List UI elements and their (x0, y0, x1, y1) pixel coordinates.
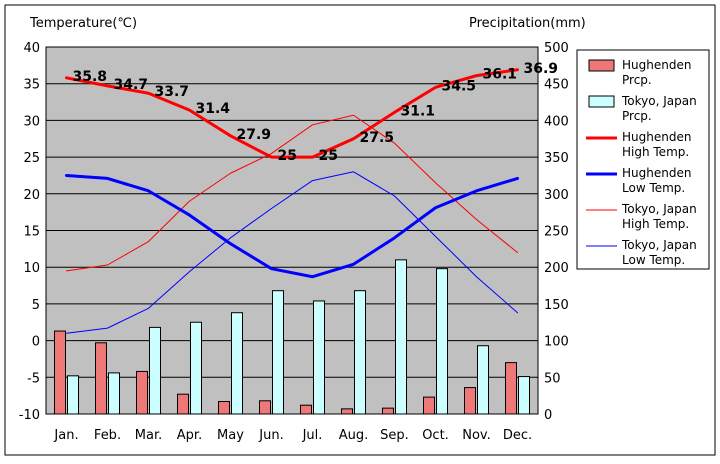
left-tick-label: 10 (23, 261, 40, 276)
bar (313, 300, 325, 415)
legend-label: Low Temp. (622, 253, 685, 267)
data-label: 27.9 (237, 127, 272, 143)
bar (395, 259, 407, 415)
bar (136, 370, 148, 415)
series-line (66, 171, 518, 334)
left-tick-label: 5 (32, 298, 40, 313)
data-label: 35.8 (73, 69, 108, 85)
bar (477, 345, 489, 415)
x-tick-label: Jul. (302, 428, 323, 443)
data-label: 34.5 (442, 78, 477, 94)
bar (231, 312, 243, 415)
left-tick-label: -10 (19, 408, 40, 423)
x-tick-label: Mar. (135, 428, 162, 443)
right-tick-label: 400 (544, 114, 569, 129)
x-tick-label: May (217, 428, 244, 443)
data-label: 34.7 (114, 77, 149, 93)
legend-label: High Temp. (622, 217, 689, 231)
data-label: 25 (319, 148, 338, 164)
left-tick-label: -5 (27, 371, 40, 386)
data-label: 27.5 (360, 130, 395, 146)
left-tick-label: 25 (23, 151, 40, 166)
bar (108, 372, 120, 415)
series-line (65, 68, 519, 159)
legend-label: Prcp. (622, 73, 652, 87)
legend-swatch (588, 59, 615, 72)
bar (464, 387, 476, 415)
right-tick-label: 100 (544, 335, 569, 350)
left-tick-label: 30 (23, 114, 40, 129)
right-tick-label: 200 (544, 261, 569, 276)
bar (436, 268, 448, 415)
left-axis-title: Temperature(℃) (29, 16, 137, 31)
data-label: 33.7 (155, 84, 190, 100)
legend-label: Tokyo, Japan (621, 202, 697, 216)
bar (190, 321, 202, 415)
legend-label: Tokyo, Japan (621, 238, 697, 252)
bar (259, 400, 271, 415)
plot-border (45, 46, 539, 415)
right-tick-label: 0 (544, 408, 552, 423)
x-tick-label: Sep. (380, 428, 409, 443)
bar (149, 326, 161, 415)
x-tick-label: Nov. (462, 428, 491, 443)
bar (300, 404, 312, 415)
legend-swatch (588, 95, 615, 108)
bar (67, 375, 79, 415)
right-tick-label: 300 (544, 188, 569, 203)
bars-layer (54, 259, 530, 415)
right-tick-label: 250 (544, 225, 569, 240)
data-label: 31.4 (196, 101, 231, 117)
x-tick-label: Apr. (177, 428, 202, 443)
legend-box (576, 49, 710, 270)
data-labels-layer: 35.8 34.7 33.7 31.4 27.9 25 25 27.5 31.1 34.5 36.1… (73, 61, 559, 164)
series-line (65, 173, 519, 279)
left-tick-label: 35 (23, 78, 40, 93)
bar (272, 290, 284, 415)
legend-label: Tokyo, Japan (621, 94, 697, 108)
right-tick-label: 150 (544, 298, 569, 313)
data-label: 36.1 (483, 67, 518, 83)
bar (341, 408, 353, 415)
right-axis-title: Precipitation(mm) (469, 16, 586, 31)
right-tick-label: 350 (544, 151, 569, 166)
x-tick-label: Feb. (94, 428, 121, 443)
x-tick-label: Aug. (339, 428, 369, 443)
x-tick-label: Dec. (503, 428, 532, 443)
bar (218, 401, 230, 415)
bar (382, 407, 394, 415)
data-label: 36.9 (524, 61, 559, 77)
legend-label: Hughenden (622, 166, 691, 180)
bar (54, 330, 66, 415)
legend-label: Prcp. (622, 109, 652, 123)
bar (423, 396, 435, 415)
x-tick-label: Jan. (53, 428, 78, 443)
legend-label: Hughenden (622, 130, 691, 144)
right-tick-label: 450 (544, 78, 569, 93)
data-label: 25 (278, 148, 297, 164)
bar (354, 290, 366, 415)
x-tick-label: Jun. (258, 428, 283, 443)
x-tick-label: Oct. (422, 428, 449, 443)
axes-layer: -10-505101520253035400501001502002503003… (19, 41, 569, 443)
left-tick-label: 40 (23, 41, 40, 56)
data-label: 31.1 (401, 103, 436, 119)
legend-label: Hughenden (622, 58, 691, 72)
bar (177, 393, 189, 415)
lines-layer (65, 68, 519, 334)
left-tick-label: 20 (23, 188, 40, 203)
bar (95, 342, 107, 415)
legend-label: Low Temp. (622, 181, 685, 195)
left-tick-label: 0 (32, 335, 40, 350)
series-line (66, 114, 518, 272)
bar (518, 376, 530, 415)
bar (505, 362, 517, 415)
legend-label: High Temp. (622, 145, 689, 159)
left-tick-label: 15 (23, 225, 40, 240)
right-tick-label: 50 (544, 371, 561, 386)
right-tick-label: 500 (544, 41, 569, 56)
